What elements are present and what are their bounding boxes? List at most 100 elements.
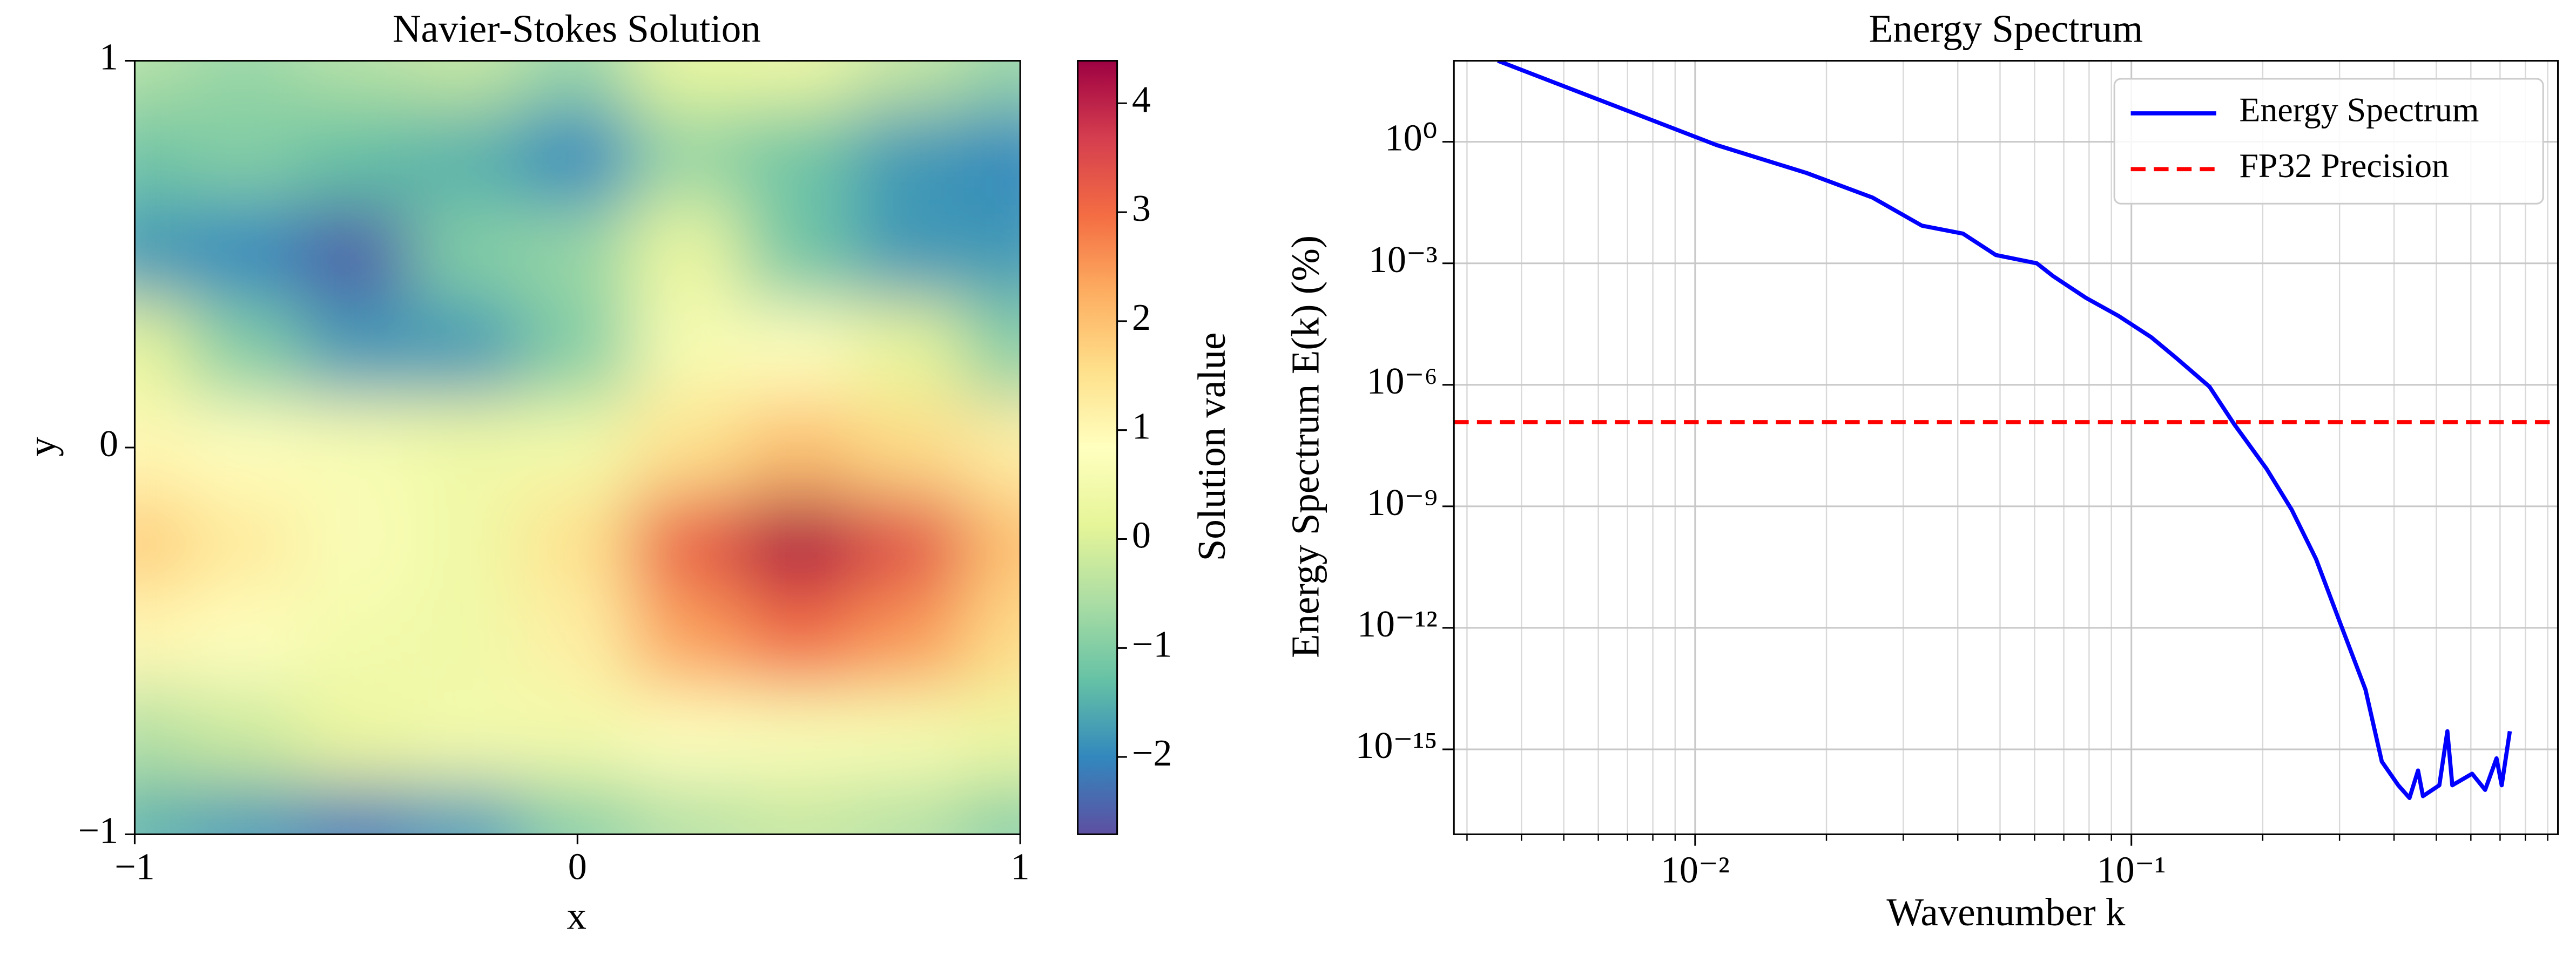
x-tick-label: 10⁻² — [1661, 849, 1730, 891]
heat-cell — [742, 108, 855, 207]
y-tick-label: 10⁰ — [1385, 118, 1438, 159]
heat-cell — [134, 688, 191, 787]
x-tick-label: 10⁻¹ — [2097, 849, 2166, 891]
x-tick-label: −1 — [114, 846, 154, 888]
heat-cell — [631, 688, 745, 787]
colorbar — [1077, 60, 1118, 835]
left-x-label: x — [567, 893, 587, 937]
left-title: Navier-Stokes Solution — [393, 7, 761, 51]
right-x-label: Wavenumber k — [1886, 890, 2126, 934]
heat-cell — [631, 108, 745, 207]
heat-cell — [188, 495, 302, 594]
heat-cell — [188, 785, 302, 835]
colorbar-tick-label: 0 — [1132, 515, 1151, 557]
heat-cell — [521, 398, 634, 497]
heat-cell — [631, 301, 745, 401]
heat-cell — [631, 785, 745, 835]
heat-cell — [963, 108, 1021, 207]
heat-cell — [631, 591, 745, 690]
colorbar-tick-label: −2 — [1132, 733, 1172, 774]
heat-cell — [742, 398, 855, 497]
heat-cell — [410, 495, 523, 594]
heat-cell — [134, 398, 191, 497]
heat-cell — [853, 108, 966, 207]
heat-cell — [853, 205, 966, 304]
heat-cell — [521, 301, 634, 401]
heat-cell — [134, 785, 191, 835]
heatmap-field — [134, 60, 1021, 835]
heat-cell — [631, 205, 745, 304]
y-tick-label: 10⁻¹⁵ — [1356, 725, 1438, 767]
heat-cell — [299, 495, 413, 594]
heat-cell — [299, 785, 413, 835]
heat-cell — [853, 398, 966, 497]
heat-cell — [853, 688, 966, 787]
heat-cell — [521, 785, 634, 835]
y-tick-label: 10⁻⁹ — [1367, 482, 1438, 524]
heat-cell — [299, 591, 413, 690]
colorbar-label: Solution value — [1190, 333, 1233, 561]
heat-cell — [188, 205, 302, 304]
y-tick-label: 0 — [99, 423, 118, 465]
heat-cell — [963, 688, 1021, 787]
right-title: Energy Spectrum — [1869, 7, 2143, 51]
legend-box — [2113, 78, 2544, 205]
heat-cell — [963, 301, 1021, 401]
heat-cell — [188, 688, 302, 787]
heat-cell — [188, 301, 302, 401]
heat-cell — [853, 591, 966, 690]
heat-cell — [134, 591, 191, 690]
heat-cell — [963, 495, 1021, 594]
heat-cell — [742, 205, 855, 304]
right-y-label: Energy Spectrum E(k) (%) — [1283, 235, 1327, 658]
heat-cell — [134, 60, 191, 110]
heat-cell — [521, 205, 634, 304]
colorbar-tick-label: 4 — [1132, 79, 1151, 120]
heat-cell — [188, 108, 302, 207]
y-tick-label: 10⁻⁶ — [1367, 361, 1438, 402]
heat-cell — [410, 688, 523, 787]
heat-cell — [853, 495, 966, 594]
heat-cell — [134, 495, 191, 594]
heat-cell — [299, 398, 413, 497]
heat-cell — [742, 591, 855, 690]
heat-cell — [521, 495, 634, 594]
heat-cell — [742, 688, 855, 787]
x-tick-label: 0 — [568, 846, 587, 888]
heat-cell — [853, 785, 966, 835]
heat-cell — [188, 591, 302, 690]
heat-cell — [410, 398, 523, 497]
heat-cell — [631, 398, 745, 497]
heat-cell — [410, 205, 523, 304]
heat-cell — [410, 60, 523, 110]
line-plot-area — [1454, 60, 2558, 835]
y-tick-label: 10⁻¹² — [1357, 604, 1438, 645]
heat-cell — [963, 785, 1021, 835]
heat-cell — [521, 108, 634, 207]
heat-cell — [631, 60, 745, 110]
left-y-label: y — [20, 437, 64, 457]
heat-cell — [521, 688, 634, 787]
heat-cell — [188, 60, 302, 110]
heat-cell — [410, 785, 523, 835]
heat-cell — [521, 591, 634, 690]
heat-cell — [410, 108, 523, 207]
legend-label: FP32 Precision — [2239, 146, 2449, 185]
heat-cell — [299, 301, 413, 401]
heat-cell — [853, 301, 966, 401]
heat-cell — [410, 591, 523, 690]
heat-cell — [299, 205, 413, 304]
heat-cell — [134, 108, 191, 207]
heat-cell — [299, 688, 413, 787]
heat-cell — [853, 60, 966, 110]
colorbar-tick-label: −1 — [1132, 624, 1172, 665]
heat-cell — [963, 205, 1021, 304]
heat-cell — [521, 60, 634, 110]
legend-label: Energy Spectrum — [2239, 91, 2479, 129]
heat-cell — [742, 301, 855, 401]
heat-cell — [299, 108, 413, 207]
y-tick-label: 1 — [99, 37, 118, 78]
heat-cell — [742, 495, 855, 594]
colorbar-tick-label: 3 — [1132, 188, 1151, 229]
